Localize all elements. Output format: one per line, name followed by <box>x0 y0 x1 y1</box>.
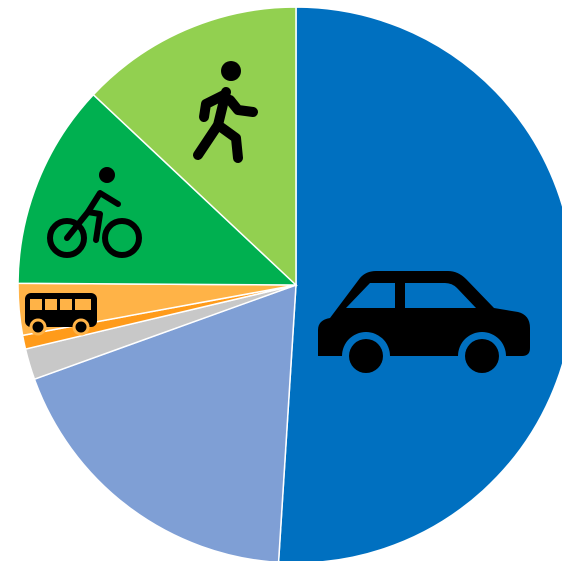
slices <box>17 6 562 561</box>
pie-slice <box>17 93 298 286</box>
pie-slice <box>92 6 297 287</box>
walker-icon <box>193 61 258 163</box>
car-icon <box>318 271 530 380</box>
bus-icon <box>25 293 97 336</box>
icons <box>25 61 530 380</box>
pie-slice <box>33 283 297 561</box>
bicycle-icon <box>47 167 142 258</box>
